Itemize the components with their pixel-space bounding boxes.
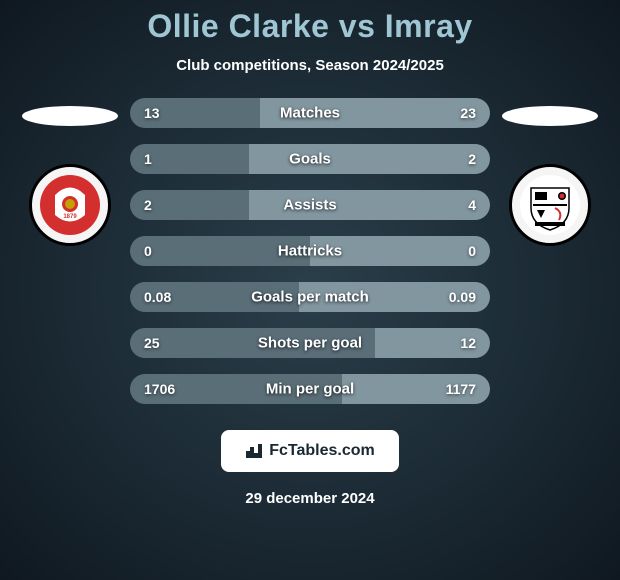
stat-value-right: 1177 xyxy=(446,381,476,397)
stat-row: 1706 1177 Min per goal xyxy=(130,374,490,404)
hat-silhouette-right xyxy=(500,104,600,128)
stat-row: 0 0 Hattricks xyxy=(130,236,490,266)
stat-value-right: 2 xyxy=(468,151,476,167)
stat-value-left: 25 xyxy=(144,335,160,351)
stat-value-right: 0 xyxy=(468,243,476,259)
stat-value-left: 1706 xyxy=(144,381,175,397)
bar-segment-right xyxy=(249,144,490,174)
stat-row: 0.08 0.09 Goals per match xyxy=(130,282,490,312)
stat-value-left: 1 xyxy=(144,151,152,167)
stat-value-left: 13 xyxy=(144,105,160,121)
stat-value-right: 0.09 xyxy=(449,289,476,305)
stat-label: Matches xyxy=(280,105,340,122)
club-crest-left: 1879 xyxy=(29,164,111,246)
stat-label: Hattricks xyxy=(278,243,342,260)
date-text: 29 december 2024 xyxy=(245,490,374,507)
stat-value-right: 23 xyxy=(460,105,476,121)
stat-bars: 1323Matches12Goals24Assists00Hattricks0.… xyxy=(130,98,490,404)
stat-label: Min per goal xyxy=(266,381,354,398)
stat-row: 1 2 Goals xyxy=(130,144,490,174)
subtitle: Club competitions, Season 2024/2025 xyxy=(176,57,444,74)
main-row: 1879 1323Matches12Goals24Assists00Hattri… xyxy=(0,98,620,404)
stat-label: Goals per match xyxy=(251,289,369,306)
page-title: Ollie Clarke vs Imray xyxy=(147,8,472,45)
stat-row: 25 12 Shots per goal xyxy=(130,328,490,358)
player-right-column xyxy=(500,98,600,246)
stat-label: Shots per goal xyxy=(258,335,362,352)
chart-icon xyxy=(245,442,263,460)
svg-text:1879: 1879 xyxy=(63,214,77,220)
source-text: FcTables.com xyxy=(269,442,375,460)
stat-value-left: 2 xyxy=(144,197,152,213)
stat-row: 13 23 Matches xyxy=(130,98,490,128)
comparison-card: Ollie Clarke vs Imray Club competitions,… xyxy=(0,0,620,580)
stat-value-right: 12 xyxy=(460,335,476,351)
stat-value-left: 0 xyxy=(144,243,152,259)
hat-silhouette-left xyxy=(20,104,120,128)
player-left-column: 1879 xyxy=(20,98,120,246)
stat-label: Assists xyxy=(283,197,336,214)
stat-value-left: 0.08 xyxy=(144,289,171,305)
stat-value-right: 4 xyxy=(468,197,476,213)
stat-row: 2 4 Assists xyxy=(130,190,490,220)
source-badge: FcTables.com xyxy=(221,430,399,472)
club-crest-right xyxy=(509,164,591,246)
stat-label: Goals xyxy=(289,151,331,168)
